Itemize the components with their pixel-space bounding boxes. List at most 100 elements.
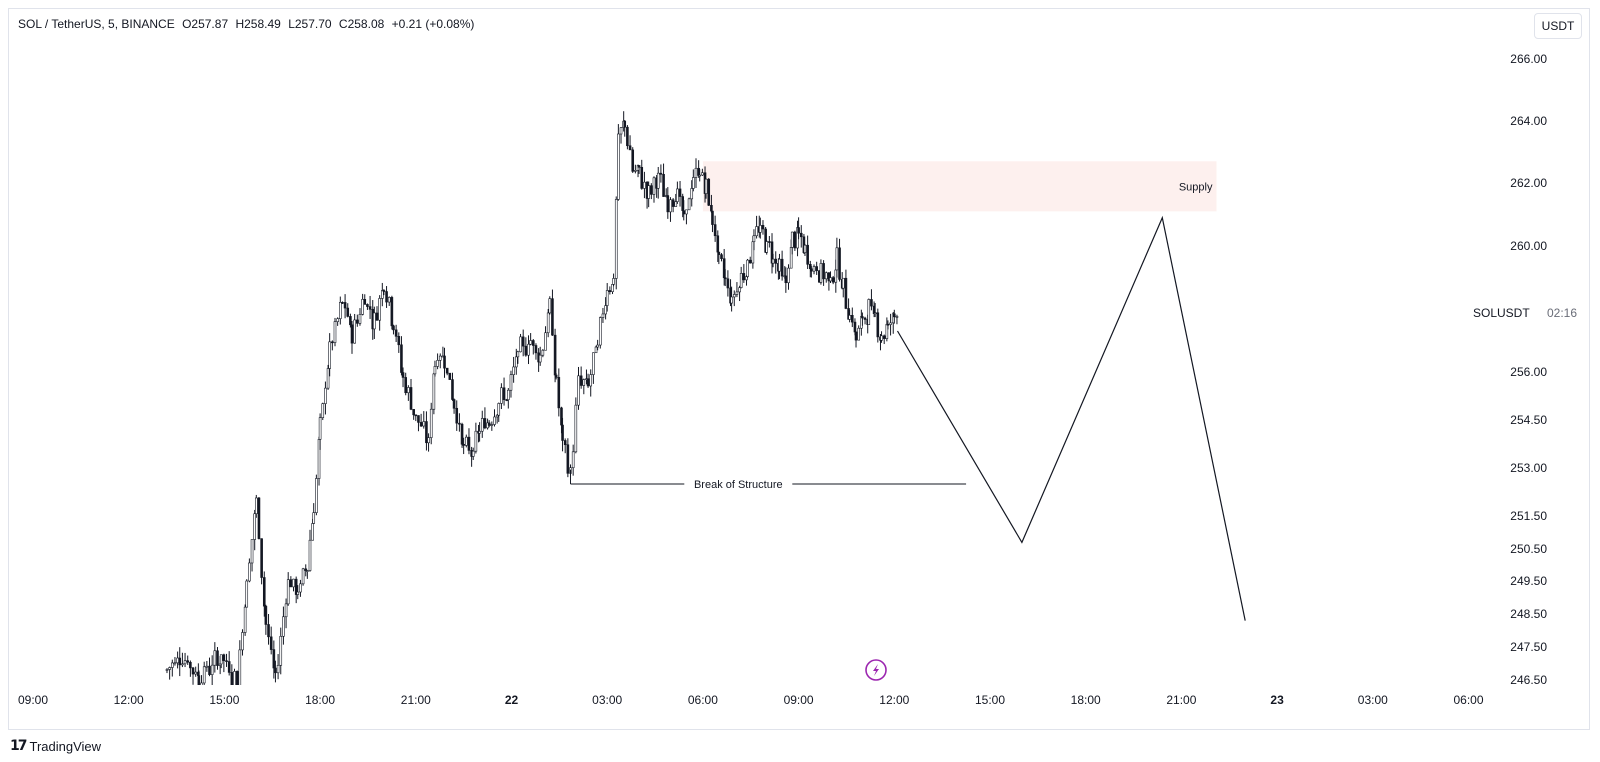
candle-body[interactable]: [375, 312, 379, 321]
candle-body[interactable]: [586, 378, 590, 387]
candle-body[interactable]: [589, 374, 593, 387]
candle-body[interactable]: [433, 366, 437, 375]
candle-body[interactable]: [882, 335, 886, 339]
candle-body[interactable]: [276, 664, 280, 674]
candle-body[interactable]: [571, 451, 575, 469]
candle-body[interactable]: [346, 307, 350, 317]
candle-body[interactable]: [284, 603, 288, 618]
candle-body[interactable]: [378, 298, 381, 321]
candle-body[interactable]: [512, 366, 515, 375]
candle-body[interactable]: [640, 167, 644, 189]
candle-body[interactable]: [230, 672, 234, 686]
candle-body[interactable]: [692, 177, 695, 189]
candle-body[interactable]: [739, 273, 743, 288]
candle-body[interactable]: [210, 664, 214, 675]
candle-body[interactable]: [255, 497, 258, 515]
candle-body[interactable]: [701, 172, 704, 176]
symbol-title[interactable]: SOL / TetherUS, 5, BINANCE: [18, 17, 175, 31]
candle-body[interactable]: [711, 210, 714, 225]
candle-body[interactable]: [361, 299, 364, 315]
candle-body[interactable]: [854, 331, 858, 341]
candle-body[interactable]: [596, 344, 599, 348]
candle-body[interactable]: [619, 127, 623, 135]
candle-body[interactable]: [838, 247, 841, 280]
candle-body[interactable]: [563, 440, 567, 446]
candle-body[interactable]: [827, 272, 831, 282]
candle-body[interactable]: [605, 290, 609, 306]
candle-body[interactable]: [541, 349, 545, 356]
candle-body[interactable]: [720, 254, 723, 259]
candle-body[interactable]: [294, 578, 298, 595]
candle-body[interactable]: [448, 372, 452, 380]
candle-body[interactable]: [669, 199, 672, 213]
candle-body[interactable]: [202, 666, 206, 684]
candle-body[interactable]: [608, 290, 612, 293]
candle-body[interactable]: [173, 662, 177, 665]
candle-body[interactable]: [186, 660, 190, 663]
candle-body[interactable]: [548, 298, 552, 314]
candle-body[interactable]: [165, 669, 169, 671]
candle-body[interactable]: [382, 290, 386, 292]
candle-body[interactable]: [509, 374, 513, 391]
candle-body[interactable]: [358, 314, 362, 324]
candle-body[interactable]: [181, 663, 184, 666]
candle-body[interactable]: [318, 417, 322, 440]
candle-body[interactable]: [662, 173, 665, 197]
candle-body[interactable]: [502, 387, 506, 400]
candle-body[interactable]: [462, 443, 465, 446]
projection-path[interactable]: [896, 215, 1246, 621]
candle-body[interactable]: [730, 296, 733, 304]
candle-body[interactable]: [793, 231, 797, 249]
candle-body[interactable]: [429, 408, 433, 438]
candle-body[interactable]: [445, 367, 449, 374]
candle-body[interactable]: [604, 305, 607, 315]
candle-body[interactable]: [480, 418, 484, 432]
candle-body[interactable]: [326, 368, 330, 389]
candle-body[interactable]: [810, 268, 813, 272]
candle-body[interactable]: [768, 241, 771, 243]
candle-body[interactable]: [385, 291, 388, 303]
candle-body[interactable]: [598, 317, 602, 346]
candle-body[interactable]: [245, 580, 249, 608]
candle-body[interactable]: [194, 671, 197, 675]
candle-body[interactable]: [544, 332, 547, 351]
candle-body[interactable]: [631, 149, 635, 172]
candle-body[interactable]: [780, 258, 784, 277]
candle-body[interactable]: [582, 379, 586, 386]
candle-body[interactable]: [637, 165, 641, 168]
candle-body[interactable]: [191, 667, 195, 675]
candle-body[interactable]: [208, 665, 211, 675]
candle-body[interactable]: [614, 199, 618, 279]
candle-body[interactable]: [248, 562, 251, 582]
candle-body[interactable]: [390, 297, 394, 327]
candle-body[interactable]: [324, 387, 327, 404]
candle-body[interactable]: [269, 636, 273, 650]
candle-body[interactable]: [222, 654, 226, 661]
candle-body[interactable]: [483, 418, 487, 429]
candle-body[interactable]: [853, 321, 857, 333]
candle-body[interactable]: [262, 577, 266, 607]
candle-body[interactable]: [634, 170, 637, 172]
candle-body[interactable]: [225, 660, 228, 662]
chart-pane[interactable]: [8, 8, 1590, 730]
candle-body[interactable]: [863, 317, 867, 320]
candle-body[interactable]: [417, 415, 420, 423]
candle-body[interactable]: [216, 650, 219, 666]
candle-body[interactable]: [656, 172, 660, 189]
candle-body[interactable]: [296, 591, 300, 595]
candle-body[interactable]: [529, 340, 532, 345]
candle-body[interactable]: [514, 356, 518, 368]
candle-body[interactable]: [168, 667, 171, 670]
candle-body[interactable]: [822, 263, 825, 280]
candle-body[interactable]: [690, 188, 694, 200]
candle-body[interactable]: [831, 277, 835, 283]
candle-body[interactable]: [264, 605, 268, 625]
candle-body[interactable]: [797, 227, 800, 234]
candle-body[interactable]: [546, 312, 550, 334]
candle-body[interactable]: [495, 414, 499, 418]
candle-body[interactable]: [170, 662, 174, 668]
candle-body[interactable]: [401, 372, 405, 378]
candle-body[interactable]: [519, 336, 522, 353]
candle-body[interactable]: [189, 661, 192, 669]
candle-body[interactable]: [363, 299, 367, 305]
